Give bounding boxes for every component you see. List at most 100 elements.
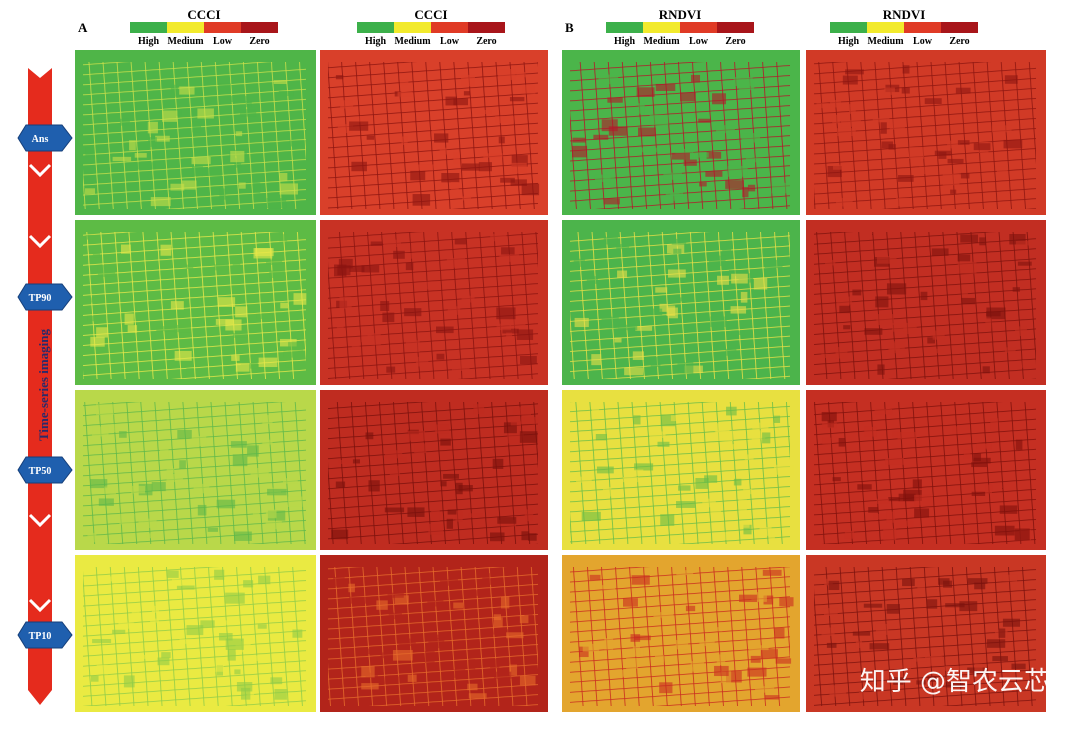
field-patch: [822, 437, 832, 445]
field-patch: [279, 234, 288, 242]
field-patch: [520, 417, 539, 425]
field-patch: [835, 347, 848, 359]
field-patch: [232, 454, 248, 467]
field-patch: [113, 583, 126, 589]
field-patch: [957, 140, 970, 145]
field-patch: [955, 87, 971, 94]
field-patch: [170, 301, 184, 310]
field-patch: [913, 657, 927, 662]
field-patch: [414, 443, 427, 454]
field-patch: [638, 127, 656, 137]
watermark: 知乎 @智农云芯: [860, 667, 1050, 697]
field-patch: [836, 128, 856, 137]
field-patch: [633, 415, 641, 425]
field-patch: [527, 533, 537, 541]
field-patch: [398, 456, 407, 463]
field-patch: [97, 265, 116, 277]
field-patch: [441, 172, 460, 183]
field-patch: [704, 475, 718, 483]
field-patch: [729, 444, 737, 449]
field-patch: [234, 158, 242, 168]
field-patch: [393, 250, 405, 259]
field-patch: [453, 152, 460, 165]
field-patch: [743, 524, 752, 535]
field-patch: [710, 316, 727, 327]
field-patch: [489, 532, 505, 542]
field-patch: [708, 255, 726, 267]
field-patch: [967, 578, 988, 584]
field-patch: [624, 367, 644, 376]
field-patch: [401, 136, 408, 145]
field-patch: [150, 197, 171, 207]
field-patch: [618, 324, 638, 331]
legend-level: Low: [913, 36, 933, 47]
field-patch: [156, 326, 175, 332]
field-patch: [112, 629, 126, 634]
field-patch: [258, 575, 271, 585]
field-patch: [702, 498, 716, 508]
field-patch: [833, 164, 848, 170]
field-patch: [468, 659, 476, 670]
field-patch: [591, 354, 602, 366]
field-patch: [509, 96, 525, 102]
field-patch: [992, 656, 1008, 662]
field-patch: [742, 186, 749, 198]
field-patch: [512, 407, 532, 416]
field-patch: [96, 404, 114, 416]
field-patch: [500, 177, 515, 183]
field-patch: [87, 533, 97, 543]
field-patch: [589, 574, 601, 581]
field-patch: [823, 608, 838, 616]
legend-level: Zero: [476, 36, 496, 47]
field-patch: [996, 166, 1008, 177]
field-patch: [90, 336, 105, 347]
field-patch: [380, 301, 390, 311]
field-patch: [952, 426, 960, 435]
field-patch: [496, 307, 516, 320]
field-patch: [943, 580, 953, 588]
field-patch: [155, 135, 170, 142]
chevron: [28, 163, 52, 178]
field-patch: [138, 483, 153, 496]
field-patch: [903, 659, 912, 671]
field-grid: [328, 62, 538, 209]
legend-title: CCCI: [187, 7, 220, 22]
field-patch: [726, 406, 737, 416]
field-patch: [392, 649, 413, 661]
field-patch: [961, 297, 976, 305]
field-patch: [779, 597, 794, 607]
field-patch: [876, 314, 894, 326]
timeline: Time-series imaging Ans TP90 TP50 TP10: [17, 68, 73, 705]
field-patch: [92, 639, 112, 644]
field-patch: [186, 264, 194, 269]
field-patch: [445, 96, 458, 106]
field-patch: [424, 281, 441, 290]
field-patch: [267, 488, 287, 496]
field-patch: [235, 306, 248, 318]
field-patch: [723, 532, 733, 541]
field-patch: [595, 585, 616, 590]
field-patch: [714, 423, 730, 433]
field-grid: [83, 567, 306, 706]
field-patch: [397, 91, 413, 97]
field-patch: [254, 248, 274, 257]
field-patch: [461, 295, 475, 303]
field-patch: [852, 631, 871, 636]
legend-level: Medium: [167, 36, 204, 47]
field-patch: [655, 287, 668, 293]
map-image: [75, 220, 316, 385]
field-patch: [875, 623, 889, 635]
field-patch: [217, 297, 236, 307]
legend: RNDVI High Medium Low Zero: [606, 7, 754, 47]
field-patch: [1014, 326, 1027, 337]
field-patch: [731, 273, 748, 284]
field-patch: [836, 296, 852, 305]
field-patch: [129, 140, 136, 151]
field-patch: [675, 640, 689, 650]
field-patch: [279, 173, 288, 182]
field-patch: [751, 435, 760, 447]
field-patch: [416, 356, 429, 367]
field-patch: [710, 505, 722, 514]
field-patch: [243, 580, 254, 588]
field-patch: [506, 632, 524, 639]
